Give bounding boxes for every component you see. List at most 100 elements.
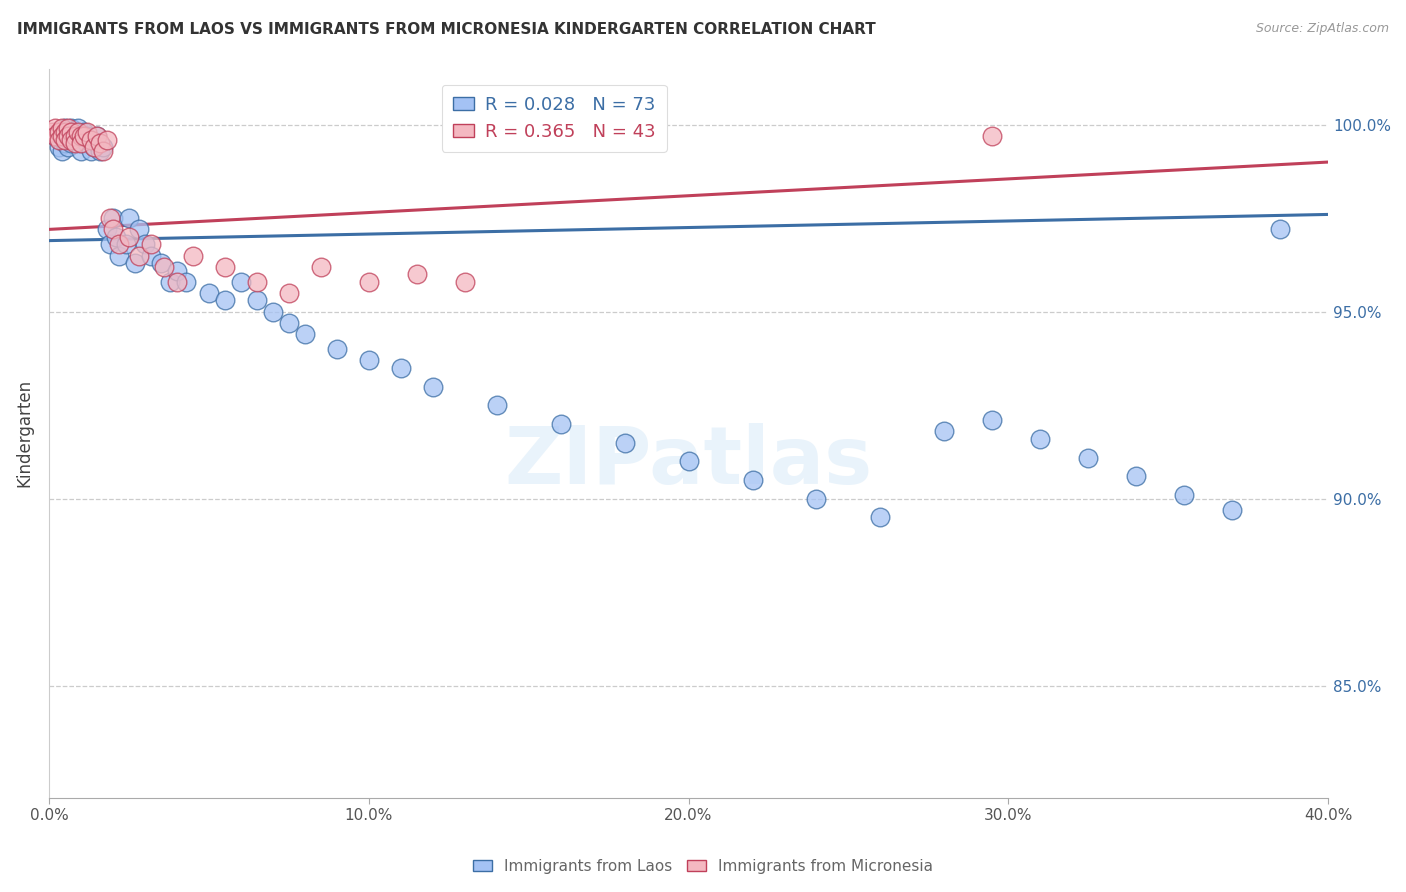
Point <box>89 144 111 158</box>
Point <box>1125 469 1147 483</box>
Point <box>389 360 412 375</box>
Point <box>1220 503 1243 517</box>
Point <box>63 136 86 151</box>
Point <box>869 510 891 524</box>
Point <box>678 454 700 468</box>
Point <box>60 136 83 151</box>
Point <box>246 293 269 308</box>
Point <box>357 275 380 289</box>
Point <box>550 417 572 431</box>
Point <box>181 249 204 263</box>
Point <box>934 425 956 439</box>
Point <box>277 316 299 330</box>
Point <box>86 128 108 143</box>
Point <box>63 133 86 147</box>
Point <box>981 128 1004 143</box>
Point <box>176 275 198 289</box>
Point <box>1270 222 1292 236</box>
Point <box>105 230 128 244</box>
Point <box>96 222 118 236</box>
Point <box>70 144 93 158</box>
Point <box>613 435 636 450</box>
Point <box>66 136 89 151</box>
Point <box>214 260 236 274</box>
Text: Source: ZipAtlas.com: Source: ZipAtlas.com <box>1256 22 1389 36</box>
Point <box>53 136 76 151</box>
Text: IMMIGRANTS FROM LAOS VS IMMIGRANTS FROM MICRONESIA KINDERGARTEN CORRELATION CHAR: IMMIGRANTS FROM LAOS VS IMMIGRANTS FROM … <box>17 22 876 37</box>
Point <box>166 263 188 277</box>
Point <box>44 121 66 136</box>
Point <box>48 133 70 147</box>
Point <box>96 133 118 147</box>
Point <box>41 125 63 139</box>
Point <box>79 144 101 158</box>
Point <box>53 128 76 143</box>
Point <box>309 260 332 274</box>
Point <box>326 342 349 356</box>
Point <box>229 275 252 289</box>
Point <box>56 128 79 143</box>
Point <box>53 133 76 147</box>
Point <box>108 249 131 263</box>
Point <box>86 128 108 143</box>
Point <box>1173 488 1195 502</box>
Point <box>51 144 73 158</box>
Point <box>56 133 79 147</box>
Point <box>277 285 299 300</box>
Point <box>118 211 141 226</box>
Point <box>51 128 73 143</box>
Point <box>70 128 93 143</box>
Point <box>83 140 105 154</box>
Point <box>108 237 131 252</box>
Point <box>48 133 70 147</box>
Point <box>56 140 79 154</box>
Point <box>357 353 380 368</box>
Legend: R = 0.028   N = 73, R = 0.365   N = 43: R = 0.028 N = 73, R = 0.365 N = 43 <box>441 85 666 152</box>
Point <box>166 275 188 289</box>
Point <box>741 473 763 487</box>
Point <box>89 136 111 151</box>
Point <box>114 237 136 252</box>
Point <box>56 125 79 139</box>
Point <box>60 121 83 136</box>
Point <box>44 128 66 143</box>
Point <box>48 140 70 154</box>
Point <box>44 128 66 143</box>
Point <box>262 304 284 318</box>
Point <box>118 230 141 244</box>
Point <box>70 136 93 151</box>
Point <box>98 237 121 252</box>
Point <box>48 125 70 139</box>
Point <box>124 256 146 270</box>
Point <box>66 125 89 139</box>
Point <box>149 256 172 270</box>
Point <box>141 237 163 252</box>
Point <box>76 136 98 151</box>
Point <box>63 128 86 143</box>
Point <box>53 125 76 139</box>
Point <box>1029 432 1052 446</box>
Point <box>76 128 98 143</box>
Point <box>454 275 477 289</box>
Point <box>198 285 221 300</box>
Point <box>66 121 89 136</box>
Point <box>63 125 86 139</box>
Point <box>51 125 73 139</box>
Point <box>128 222 150 236</box>
Point <box>51 121 73 136</box>
Point <box>70 136 93 151</box>
Point <box>981 413 1004 427</box>
Point <box>91 144 114 158</box>
Point <box>60 125 83 139</box>
Point <box>70 128 93 143</box>
Point <box>73 128 96 143</box>
Point <box>53 121 76 136</box>
Y-axis label: Kindergarten: Kindergarten <box>15 379 32 487</box>
Point <box>73 125 96 139</box>
Point <box>294 327 316 342</box>
Text: ZIPatlas: ZIPatlas <box>505 424 873 501</box>
Point <box>83 140 105 154</box>
Point <box>405 267 427 281</box>
Point <box>806 491 828 506</box>
Point <box>79 133 101 147</box>
